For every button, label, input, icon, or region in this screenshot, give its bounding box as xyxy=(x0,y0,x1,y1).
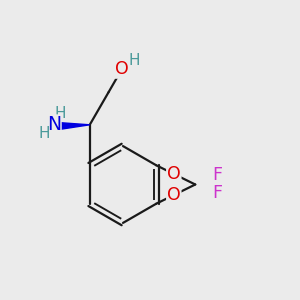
Text: O: O xyxy=(115,60,129,78)
Text: F: F xyxy=(212,184,222,202)
Text: O: O xyxy=(167,186,181,204)
Polygon shape xyxy=(52,122,90,130)
Text: H: H xyxy=(129,53,140,68)
Text: F: F xyxy=(212,167,222,184)
Text: O: O xyxy=(167,165,181,183)
Text: H: H xyxy=(38,126,50,141)
Text: N: N xyxy=(47,115,61,134)
Text: H: H xyxy=(55,106,66,121)
